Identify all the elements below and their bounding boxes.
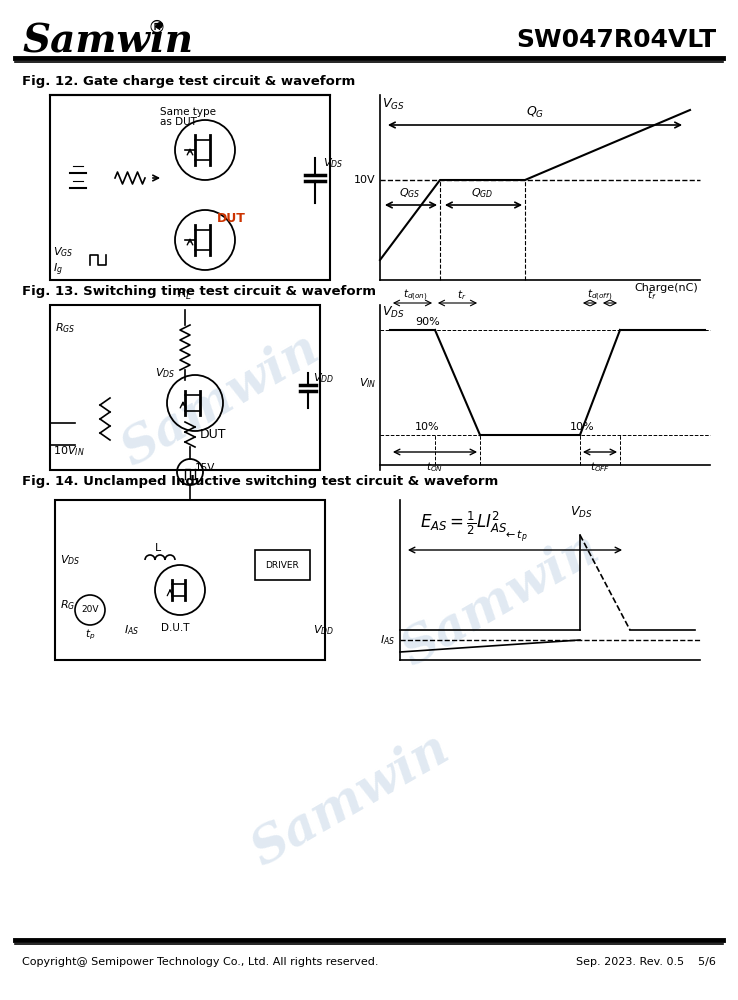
Text: DUT: DUT — [200, 428, 227, 442]
Text: $V_{DS}$: $V_{DS}$ — [382, 305, 404, 320]
Text: $V_{DD}$: $V_{DD}$ — [313, 623, 334, 637]
Text: Sep. 2023. Rev. 0.5    5/6: Sep. 2023. Rev. 0.5 5/6 — [576, 957, 716, 967]
Text: $t_r$: $t_r$ — [458, 288, 466, 302]
Text: $V_{GS}$: $V_{GS}$ — [382, 97, 404, 112]
Text: $Q_G$: $Q_G$ — [526, 105, 544, 120]
Text: $Q_{GS}$: $Q_{GS}$ — [399, 186, 421, 200]
Text: Fig. 14. Unclamped Inductive switching test circuit & waveform: Fig. 14. Unclamped Inductive switching t… — [22, 475, 498, 488]
Bar — [55, 500, 325, 660]
Text: $E_{AS} = \frac{1}{2} L I_{AS}^{2}$: $E_{AS} = \frac{1}{2} L I_{AS}^{2}$ — [420, 510, 508, 537]
Text: $V_{DS}$: $V_{DS}$ — [155, 366, 176, 380]
Text: $Q_{GD}$: $Q_{GD}$ — [471, 186, 493, 200]
Text: Samwin: Samwin — [243, 724, 458, 876]
Text: $R_G$: $R_G$ — [60, 598, 75, 612]
Text: as DUT: as DUT — [160, 117, 197, 127]
Text: $V_{DS}$: $V_{DS}$ — [570, 505, 593, 520]
Text: Same type: Same type — [160, 107, 216, 117]
Text: $V_{DD}$: $V_{DD}$ — [313, 371, 334, 385]
Text: Samwin: Samwin — [393, 524, 607, 676]
Text: $I_g$: $I_g$ — [53, 262, 63, 278]
Text: Fig. 13. Switching time test circuit & waveform: Fig. 13. Switching time test circuit & w… — [22, 285, 376, 298]
Text: 10%: 10% — [415, 422, 440, 432]
Bar — [50, 305, 320, 470]
Text: 20V: 20V — [81, 605, 99, 614]
Bar — [50, 95, 330, 280]
Text: $V_{DS}$: $V_{DS}$ — [323, 156, 343, 170]
Text: $R_L$: $R_L$ — [177, 287, 193, 302]
Text: $V_{IN}$: $V_{IN}$ — [359, 376, 377, 390]
Text: $t_{d(on)}$: $t_{d(on)}$ — [403, 287, 427, 303]
Text: $t_{ON}$: $t_{ON}$ — [427, 460, 444, 474]
Text: ®: ® — [148, 19, 166, 37]
Text: 15V: 15V — [195, 463, 215, 473]
Text: SW047R04VLT: SW047R04VLT — [516, 28, 716, 52]
Bar — [255, 550, 310, 580]
Text: $\leftarrow t_p$: $\leftarrow t_p$ — [503, 529, 527, 545]
Text: $V_{DS}$: $V_{DS}$ — [60, 553, 80, 567]
Text: $I_{AS}$: $I_{AS}$ — [380, 633, 395, 647]
Text: D.U.T: D.U.T — [161, 623, 189, 633]
Text: 10%: 10% — [570, 422, 595, 432]
Text: $t_f$: $t_f$ — [647, 288, 657, 302]
Text: $R_{GS}$: $R_{GS}$ — [55, 321, 75, 335]
Text: L: L — [155, 543, 161, 553]
Text: $t_{OFF}$: $t_{OFF}$ — [590, 460, 610, 474]
Text: 10$V_{IN}$: 10$V_{IN}$ — [53, 444, 85, 458]
Text: Charge(nC): Charge(nC) — [634, 283, 698, 293]
Text: 10V: 10V — [354, 175, 375, 185]
Text: DUT: DUT — [217, 212, 246, 225]
Text: Samwin: Samwin — [113, 324, 328, 476]
Text: $t_p$: $t_p$ — [85, 628, 95, 642]
Text: $I_{AS}$: $I_{AS}$ — [125, 623, 139, 637]
Text: Copyright@ Semipower Technology Co., Ltd. All rights reserved.: Copyright@ Semipower Technology Co., Ltd… — [22, 957, 379, 967]
Text: DRIVER: DRIVER — [265, 560, 299, 570]
Text: 90%: 90% — [415, 317, 440, 327]
Text: $t_{d(off)}$: $t_{d(off)}$ — [587, 287, 613, 303]
Text: $V_{GS}$: $V_{GS}$ — [53, 245, 73, 259]
Text: Samwin: Samwin — [22, 21, 193, 59]
Text: Fig. 12. Gate charge test circuit & waveform: Fig. 12. Gate charge test circuit & wave… — [22, 75, 355, 88]
